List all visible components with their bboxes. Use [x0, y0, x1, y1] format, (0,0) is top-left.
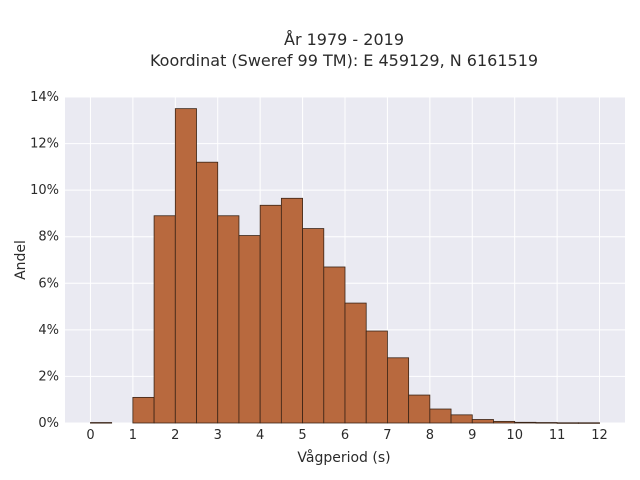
histogram-bar — [259, 204, 282, 424]
histogram-bar — [132, 396, 155, 424]
histogram-bar — [429, 408, 452, 424]
x-tick-label: 4 — [256, 428, 264, 443]
histogram-bar — [174, 108, 197, 424]
y-tick-label: 4% — [38, 323, 59, 338]
histogram-bar — [280, 197, 303, 424]
histogram-bars — [90, 108, 600, 424]
histogram-bar — [153, 215, 176, 424]
chart-title-line-2: Koordinat (Sweref 99 TM): E 459129, N 61… — [150, 51, 538, 70]
x-tick-label: 7 — [383, 428, 391, 443]
histogram-bar — [387, 357, 410, 424]
x-tick-label: 0 — [86, 428, 94, 443]
histogram-bar — [556, 422, 579, 424]
x-tick-label: 9 — [468, 428, 476, 443]
y-tick-label: 14% — [30, 90, 59, 105]
y-tick-label: 0% — [38, 416, 59, 431]
histogram-bar — [344, 302, 367, 424]
x-tick-label: 11 — [549, 428, 566, 443]
y-tick-labels: 0% 2% 4% 6% 8% 10% 12% 14% — [30, 90, 59, 431]
y-tick-label: 8% — [38, 230, 59, 245]
histogram-bar — [238, 235, 261, 424]
histogram-bar — [535, 422, 558, 424]
y-tick-label: 12% — [30, 137, 59, 152]
y-tick-label: 10% — [30, 183, 59, 198]
histogram-bar — [471, 419, 494, 424]
x-tick-labels: 0 1 2 3 4 5 6 7 8 9 10 11 12 — [86, 428, 608, 443]
chart-title-line-1: År 1979 - 2019 — [284, 30, 404, 49]
histogram-bar — [365, 330, 388, 424]
x-tick-label: 2 — [171, 428, 179, 443]
histogram-bar — [217, 215, 240, 424]
histogram-bar — [493, 420, 516, 424]
histogram-bar — [196, 161, 219, 424]
x-tick-label: 10 — [506, 428, 523, 443]
histogram-bar — [408, 394, 431, 424]
histogram-bar — [577, 422, 600, 424]
x-tick-label: 6 — [341, 428, 349, 443]
x-axis-label: Vågperiod (s) — [297, 449, 390, 466]
x-tick-label: 1 — [129, 428, 137, 443]
histogram-bar — [323, 266, 346, 424]
histogram-bar — [90, 422, 113, 424]
x-tick-label: 5 — [298, 428, 306, 443]
x-tick-label: 8 — [426, 428, 434, 443]
histogram-bar — [514, 421, 537, 424]
histogram-bar — [450, 414, 473, 424]
histogram-bar — [302, 228, 325, 424]
x-tick-label: 12 — [591, 428, 608, 443]
x-tick-label: 3 — [214, 428, 222, 443]
y-axis-label: Andel — [13, 240, 29, 280]
y-tick-label: 6% — [38, 276, 59, 291]
y-tick-label: 2% — [38, 369, 59, 384]
